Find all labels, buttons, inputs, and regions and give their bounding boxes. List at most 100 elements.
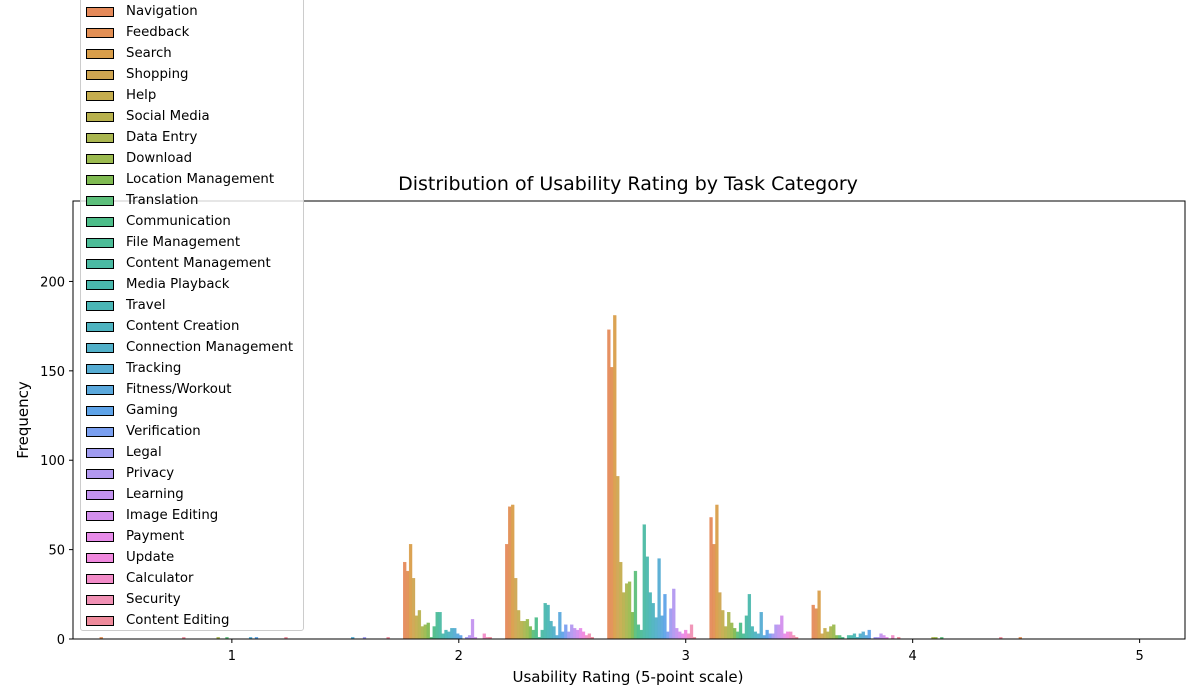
bar-social-media [724, 626, 728, 640]
legend: Navigation Feedback Search Shopping Help Soci… [80, 0, 304, 631]
legend-item: Travel [86, 297, 301, 317]
bar-help [721, 610, 725, 640]
legend-swatch [86, 385, 114, 395]
bar-travel [444, 629, 448, 640]
bar-learning [879, 633, 883, 640]
legend-swatch [86, 112, 114, 122]
legend-label: Shopping [126, 67, 189, 82]
bar-download [832, 624, 836, 640]
bar-media-playback [849, 635, 854, 640]
legend-label: Payment [126, 529, 185, 544]
bar-media-playback [747, 594, 752, 640]
bar-travel [648, 592, 652, 640]
bar-translation [531, 629, 535, 640]
legend-label: Help [126, 88, 157, 103]
legend-swatch [86, 322, 114, 332]
legend-swatch [86, 91, 114, 101]
legend-item: Translation [86, 192, 301, 212]
legend-item: File Management [86, 234, 301, 254]
bar-shopping [718, 592, 722, 640]
bar-learning [470, 619, 475, 640]
bar-connection-management [450, 628, 454, 640]
plot-frame [72, 200, 1186, 640]
legend-item: Feedback [86, 24, 301, 44]
bar-content-creation [549, 620, 553, 640]
legend-swatch [86, 301, 114, 311]
legend-label: File Management [126, 235, 241, 250]
bar-feedback [814, 608, 818, 640]
bar-calculator [584, 635, 589, 640]
bar-search [817, 590, 821, 640]
legend-label: Travel [126, 298, 166, 313]
bar-connection-management [858, 633, 862, 640]
legend-label: Learning [126, 487, 184, 502]
bar-gaming [765, 629, 769, 640]
bar-search [511, 504, 515, 640]
legend-item: Calculator [86, 570, 301, 590]
bar-fitness-workout [762, 635, 766, 640]
bar-learning [777, 624, 781, 640]
bar-calculator [789, 631, 793, 640]
bar-data-entry [522, 620, 527, 640]
bar-image-editing [575, 629, 580, 640]
bar-content-creation [651, 603, 655, 640]
x-tick-label: 3 [682, 649, 690, 664]
bar-communication [432, 626, 436, 640]
bar-help [414, 615, 419, 640]
legend-item: Tracking [86, 360, 301, 380]
legend-label: Legal [126, 445, 162, 460]
bar-shopping [820, 633, 824, 640]
bar-fitness-workout [660, 615, 664, 640]
legend-swatch [86, 154, 114, 164]
x-tick-label: 2 [455, 649, 463, 664]
legend-swatch [86, 469, 114, 479]
bar-shopping [616, 476, 620, 640]
legend-swatch [86, 7, 114, 17]
bar-connection-management [552, 626, 556, 640]
bar-security [587, 633, 592, 640]
bar-tracking [453, 628, 457, 640]
bar-navigation [505, 544, 509, 640]
legend-label: Gaming [126, 403, 178, 418]
y-tick-label: 200 [40, 275, 65, 290]
bar-content-management [642, 524, 646, 640]
legend-label: Content Editing [126, 613, 230, 628]
x-axis-label: Usability Rating (5-point scale) [513, 668, 744, 686]
bar-verification [768, 633, 772, 640]
bar-gaming [867, 629, 871, 640]
bar-learning [675, 628, 679, 640]
bar-feedback [712, 544, 716, 640]
y-tick-label: 50 [48, 544, 65, 559]
legend-item: Legal [86, 444, 301, 464]
legend-label: Navigation [126, 4, 198, 19]
legend-swatch [86, 364, 114, 374]
bar-update [581, 631, 586, 640]
legend-label: Connection Management [126, 340, 294, 355]
legend-item: Download [86, 150, 301, 170]
legend-item: Connection Management [86, 339, 301, 359]
legend-swatch [86, 595, 114, 605]
bar-image-editing [678, 631, 682, 640]
legend-item: Learning [86, 486, 301, 506]
legend-label: Content Creation [126, 319, 240, 334]
bar-media-playback [645, 556, 649, 640]
bar-fitness-workout [864, 635, 868, 640]
bar-file-management [435, 612, 439, 640]
bar-feedback [405, 570, 410, 640]
x-tick-label: 5 [1135, 649, 1143, 664]
bar-media-playback [543, 603, 547, 640]
legend-label: Calculator [126, 571, 194, 586]
legend-swatch [86, 574, 114, 584]
legend-swatch [86, 49, 114, 59]
bar-communication [534, 617, 538, 640]
bar-legal [771, 633, 775, 640]
bar-social-media [417, 610, 422, 640]
bar-download [423, 624, 427, 640]
legend-label: Update [126, 550, 175, 565]
legend-label: Fitness/Workout [126, 382, 232, 397]
bar-update [684, 629, 688, 640]
legend-item: Fitness/Workout [86, 381, 301, 401]
bar-data-entry [420, 626, 424, 640]
legend-label: Communication [126, 214, 231, 229]
